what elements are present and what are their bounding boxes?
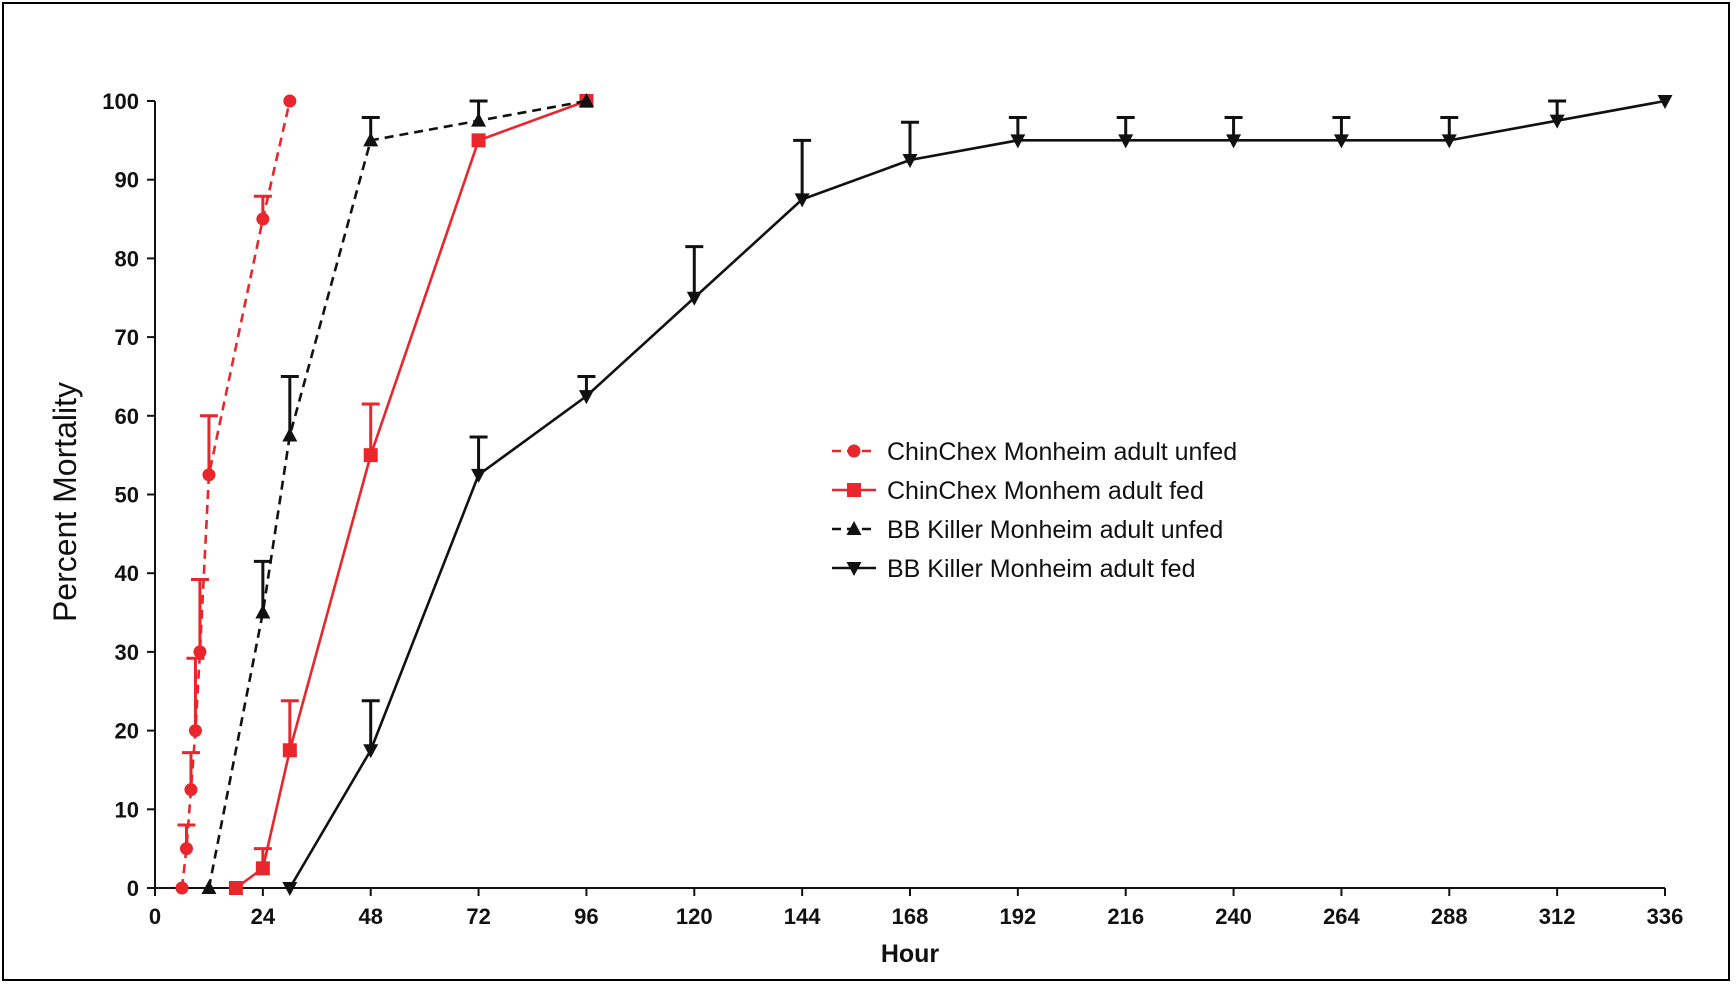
data-point <box>256 212 270 226</box>
data-point <box>201 880 217 894</box>
data-point <box>282 427 298 442</box>
y-tick-label: 80 <box>115 246 139 271</box>
y-tick-label: 20 <box>115 719 139 744</box>
series-line <box>235 99 587 890</box>
data-point <box>902 154 918 169</box>
y-tick-label: 40 <box>115 561 139 586</box>
axes-group: 0 24 48 72 96 120 144 168 192 216 240 264 288 312 336 0… <box>102 89 1683 929</box>
legend-marker <box>847 444 861 458</box>
data-point <box>193 645 207 659</box>
data-point <box>363 744 379 759</box>
data-point <box>228 881 243 895</box>
data-point <box>1549 114 1565 129</box>
data-point <box>686 291 702 306</box>
data-point <box>471 468 487 483</box>
data-point <box>179 842 193 856</box>
data-point <box>255 604 271 619</box>
series-3 <box>201 93 594 894</box>
x-tick-label: 0 <box>149 904 161 929</box>
data-point <box>1333 134 1349 149</box>
y-tick-label: 60 <box>115 404 139 429</box>
legend-label: ChinChex Monhem adult fed <box>887 477 1204 505</box>
data-point <box>578 390 594 405</box>
x-tick-label: 168 <box>892 904 929 929</box>
y-tick-label: 10 <box>115 797 139 822</box>
x-axis-title: Hour <box>881 940 940 968</box>
x-tick-label: 240 <box>1215 904 1252 929</box>
legend-label: ChinChex Monheim adult unfed <box>887 438 1237 466</box>
y-tick-label: 50 <box>115 483 139 508</box>
legend-marker <box>847 483 861 497</box>
series-2 <box>228 94 594 895</box>
data-point <box>1441 134 1457 149</box>
series-line <box>180 100 292 889</box>
x-tick-label: 312 <box>1539 904 1576 929</box>
legend-entry-4: BB Killer Monheim adult fed <box>832 555 1195 583</box>
y-tick-label: 90 <box>115 168 139 193</box>
x-tick-label: 288 <box>1431 904 1468 929</box>
series-4 <box>282 95 1673 896</box>
data-point <box>282 882 298 896</box>
legend-marker <box>846 521 862 535</box>
data-point <box>363 448 378 463</box>
x-tick-label: 336 <box>1647 904 1684 929</box>
x-tick-label: 144 <box>784 904 821 929</box>
y-tick-label: 0 <box>127 876 139 901</box>
legend-marker <box>846 562 862 576</box>
x-tick-label: 216 <box>1107 904 1144 929</box>
data-point <box>1226 134 1242 149</box>
data-point <box>471 133 486 148</box>
y-tick-label: 100 <box>102 89 139 114</box>
data-point <box>1118 134 1134 149</box>
legend-entry-1: ChinChex Monheim adult unfed <box>832 438 1237 466</box>
x-tick-label: 264 <box>1323 904 1360 929</box>
legend-entry-2: ChinChex Monhem adult fed <box>832 477 1204 505</box>
y-axis-title: Percent Mortality <box>47 382 83 622</box>
data-point <box>255 861 270 876</box>
series-line <box>207 99 587 889</box>
y-tick-label: 30 <box>115 640 139 665</box>
data-point <box>794 193 810 208</box>
legend-entry-3: BB Killer Monheim adult unfed <box>832 516 1223 544</box>
data-point <box>202 468 216 482</box>
legend-label: BB Killer Monheim adult unfed <box>887 516 1223 544</box>
data-point <box>578 93 594 107</box>
series-1 <box>175 94 297 895</box>
data-point <box>1010 134 1026 149</box>
data-point <box>175 881 189 895</box>
legend: ChinChex Monheim adult unfed ChinChex Mon… <box>832 438 1237 583</box>
series-line <box>288 99 1666 889</box>
legend-label: BB Killer Monheim adult fed <box>887 555 1195 583</box>
x-tick-label: 192 <box>999 904 1036 929</box>
data-point <box>188 724 202 738</box>
data-point <box>283 94 297 108</box>
x-tick-label: 48 <box>358 904 382 929</box>
data-point <box>363 132 379 147</box>
x-tick-label: 24 <box>251 904 276 929</box>
data-point <box>471 112 487 127</box>
data-point <box>184 783 198 797</box>
data-point <box>282 743 297 758</box>
x-tick-label: 72 <box>466 904 490 929</box>
x-tick-label: 120 <box>676 904 713 929</box>
data-point <box>1657 95 1673 109</box>
series-group <box>175 93 1673 896</box>
x-tick-label: 96 <box>574 904 598 929</box>
y-tick-label: 70 <box>115 325 139 350</box>
